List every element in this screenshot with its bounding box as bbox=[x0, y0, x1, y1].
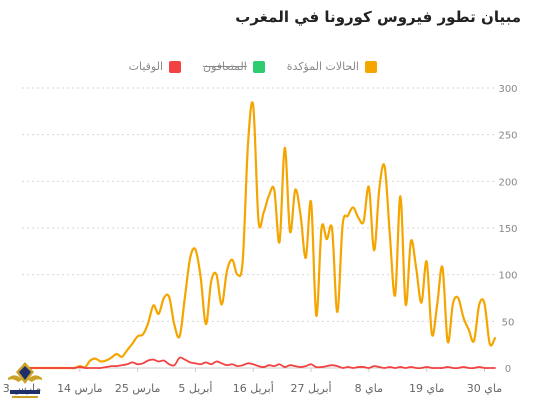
x-tick-label: ماي 30 bbox=[467, 382, 502, 395]
chart-legend: الحالات المؤكدة المتعافون الوفيات bbox=[129, 60, 377, 73]
legend-label-deaths: الوفيات bbox=[128, 60, 164, 73]
y-tick-label: 300 bbox=[498, 84, 517, 95]
y-tick-label: 150 bbox=[498, 224, 517, 235]
y-tick-label: 100 bbox=[498, 271, 517, 282]
legend-swatch-confirmed bbox=[365, 60, 377, 73]
x-tick-label: أبريل 27 bbox=[291, 381, 332, 395]
legend-label-recovered: المتعافون bbox=[203, 60, 247, 73]
page-title: مبيان تطور فيروس كورونا في المغرب bbox=[235, 8, 521, 26]
legend-label-confirmed: الحالات المؤكدة bbox=[286, 60, 359, 73]
legend-item-recovered[interactable]: المتعافون bbox=[203, 60, 265, 73]
x-tick-label: أبريل 16 bbox=[233, 381, 274, 395]
site-logo bbox=[8, 362, 42, 398]
legend-item-deaths[interactable]: الوفيات bbox=[128, 60, 182, 73]
x-tick-label: مارس 14 bbox=[57, 382, 103, 395]
y-tick-label: 0 bbox=[505, 364, 511, 375]
x-tick-label: ماي 8 bbox=[355, 382, 383, 395]
legend-swatch-recovered bbox=[252, 60, 265, 73]
series-line-confirmed bbox=[20, 101, 497, 370]
y-tick-label: 50 bbox=[502, 317, 515, 328]
y-tick-label: 200 bbox=[498, 177, 517, 188]
legend-item-confirmed[interactable]: الحالات المؤكدة bbox=[287, 60, 377, 73]
x-tick-label: أبريل 5 bbox=[178, 381, 212, 395]
series-line-deaths bbox=[21, 356, 496, 370]
x-tick-label: ماي 19 bbox=[409, 382, 444, 395]
y-tick-label: 250 bbox=[498, 131, 517, 142]
x-tick-label: مارس 25 bbox=[115, 382, 161, 395]
legend-swatch-deaths bbox=[169, 60, 182, 73]
